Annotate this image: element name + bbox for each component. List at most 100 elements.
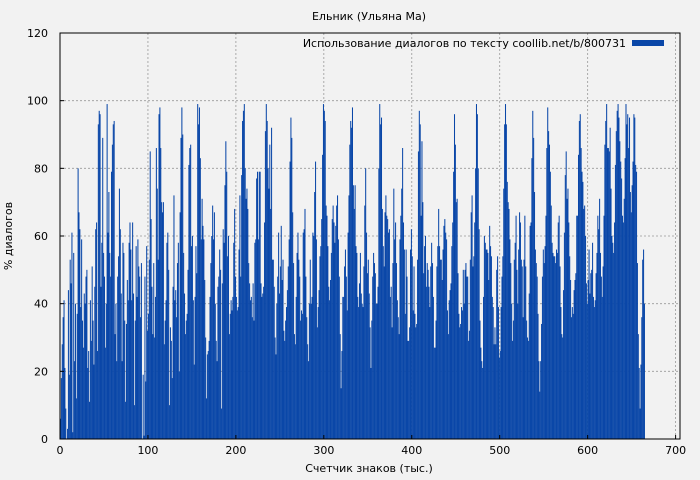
x-tick-label: 700: [665, 444, 686, 457]
bar: [221, 283, 223, 439]
bar: [389, 296, 391, 439]
bar: [303, 229, 305, 439]
bar: [459, 327, 461, 439]
bar: [264, 131, 266, 439]
x-tick-label: 200: [225, 444, 246, 457]
bar: [456, 198, 458, 439]
bar: [477, 168, 479, 439]
bar: [422, 202, 424, 439]
bar: [200, 239, 202, 439]
bar: [566, 198, 568, 439]
bar: [71, 232, 73, 439]
bar: [276, 303, 278, 439]
bar: [512, 320, 514, 439]
y-tick-label: 40: [34, 298, 48, 311]
bar: [349, 144, 351, 439]
bar: [624, 158, 626, 439]
bar: [620, 161, 622, 439]
bar: [398, 334, 400, 439]
bar: [576, 215, 578, 439]
bar: [593, 307, 595, 439]
x-tick-label: 100: [137, 444, 158, 457]
legend-label: Использование диалогов по тексту coollib…: [303, 37, 626, 50]
bar: [207, 351, 209, 439]
bar: [237, 307, 239, 439]
bar: [266, 120, 268, 439]
bar: [461, 310, 463, 439]
bar: [270, 208, 272, 439]
bar: [529, 225, 531, 439]
bar: [114, 334, 116, 439]
bar: [157, 259, 159, 439]
bar: [68, 374, 70, 439]
x-tick-label: 0: [57, 444, 64, 457]
bar: [590, 273, 592, 439]
bar: [341, 351, 343, 439]
bar: [106, 104, 108, 440]
bars: [60, 104, 645, 440]
bar: [336, 205, 338, 439]
bar: [504, 124, 506, 439]
bar: [213, 212, 215, 439]
bar: [147, 313, 149, 439]
bar: [337, 195, 339, 439]
bar: [103, 252, 105, 439]
bar: [520, 259, 522, 439]
bar: [135, 246, 137, 439]
bar: [132, 222, 134, 439]
bar: [60, 378, 62, 439]
bar: [486, 249, 488, 439]
bar: [220, 269, 222, 439]
bar: [240, 276, 242, 439]
bar: [348, 195, 350, 439]
bar: [121, 361, 123, 439]
bar: [149, 151, 151, 440]
bar: [410, 229, 412, 439]
bar: [256, 171, 259, 439]
bar: [180, 137, 182, 439]
bar: [252, 283, 254, 439]
bar: [282, 259, 284, 439]
bar: [293, 263, 295, 439]
bar: [244, 168, 246, 439]
bar: [458, 313, 460, 439]
bar: [455, 202, 457, 439]
bar: [505, 124, 507, 439]
bar: [248, 263, 250, 439]
bar: [368, 293, 370, 439]
bar: [335, 225, 337, 439]
bar: [582, 181, 584, 439]
bar: [395, 222, 397, 439]
bar: [395, 263, 397, 439]
bar: [230, 300, 232, 439]
bar: [365, 168, 367, 439]
bar: [192, 300, 194, 439]
bar: [527, 340, 529, 439]
bar: [140, 263, 142, 439]
bar: [604, 144, 606, 439]
bar: [562, 337, 564, 439]
bar: [318, 290, 320, 439]
bar: [275, 354, 277, 439]
bar: [88, 351, 90, 439]
bar: [457, 273, 459, 439]
bar: [444, 219, 446, 439]
bar: [353, 208, 355, 439]
bar: [373, 252, 375, 439]
bar: [515, 215, 517, 439]
bar: [102, 137, 104, 439]
bar: [258, 171, 260, 439]
bar: [536, 276, 538, 439]
bar: [169, 327, 171, 439]
bar: [126, 279, 128, 439]
bar: [247, 208, 249, 439]
bar: [467, 276, 469, 439]
bar: [564, 175, 566, 439]
bar: [609, 127, 611, 439]
bar: [224, 185, 226, 439]
bar: [65, 408, 67, 439]
bar: [380, 117, 383, 439]
bar: [344, 266, 346, 439]
bar: [164, 320, 166, 439]
